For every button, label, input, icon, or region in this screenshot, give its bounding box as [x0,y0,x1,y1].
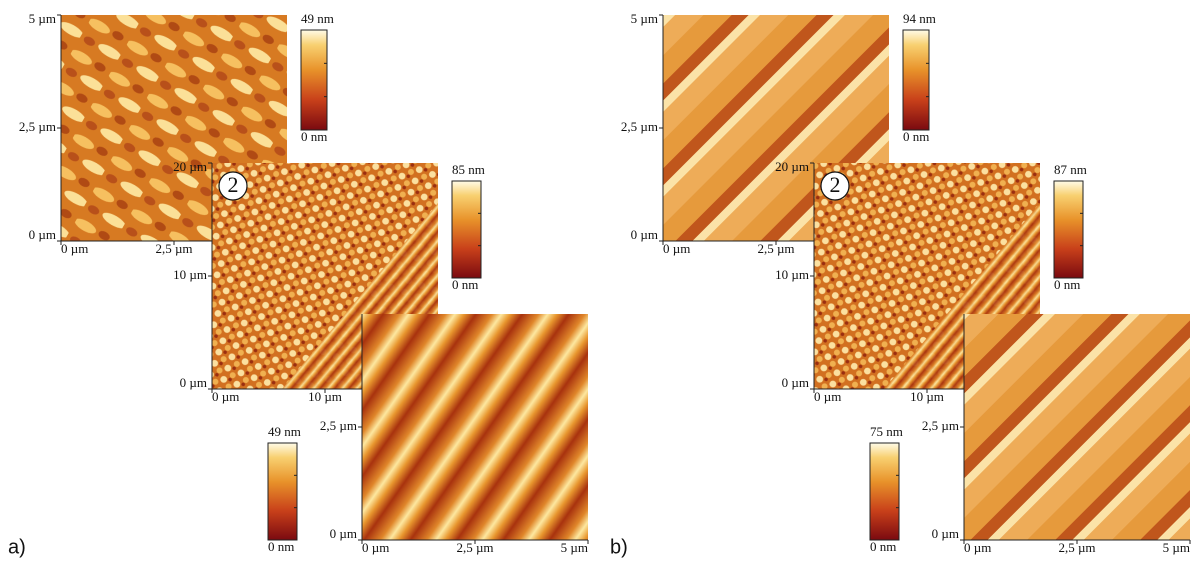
x-tick-label: 10 µm [910,389,944,404]
colorbar-min: 0 nm [1054,277,1080,292]
colorbar-min: 0 nm [301,129,327,144]
y-tick-label: 2,5 µm [19,119,56,134]
y-tick-label: 2,5 µm [320,418,357,433]
colorbar-max: 49 nm [268,424,301,439]
colorbar-min: 0 nm [870,539,896,554]
x-tick-label: 2,5 µm [757,241,794,256]
y-tick-label: 0 µm [180,375,207,390]
colorbar-max: 49 nm [301,11,334,26]
colorbar-min: 0 nm [903,129,929,144]
colorbar-min: 0 nm [452,277,478,292]
x-tick-label: 2,5 µm [456,540,493,555]
y-tick-label: 0 µm [932,526,959,541]
y-tick-label: 5 µm [29,11,56,26]
colorbar-max: 75 nm [870,424,903,439]
colorbar-max: 94 nm [903,11,936,26]
colorbar-min: 0 nm [268,539,294,554]
x-tick-label: 2,5 µm [155,241,192,256]
x-tick-label: 5 µm [1163,540,1190,555]
x-tick-label: 0 µm [814,389,841,404]
y-tick-label: 10 µm [173,267,207,282]
y-tick-label: 0 µm [330,526,357,541]
colorbar [452,181,481,278]
colorbar-max: 85 nm [452,162,485,177]
x-tick-label: 0 µm [212,389,239,404]
colorbar [870,443,899,540]
panel-label: b) [610,536,628,558]
y-tick-label: 10 µm [775,267,809,282]
y-tick-label: 0 µm [29,227,56,242]
y-tick-label: 2,5 µm [621,119,658,134]
region-marker-label: 2 [228,172,239,197]
y-tick-label: 20 µm [173,159,207,174]
colorbar-max: 87 nm [1054,162,1087,177]
y-tick-label: 20 µm [775,159,809,174]
y-tick-label: 5 µm [631,11,658,26]
x-tick-label: 10 µm [308,389,342,404]
y-tick-label: 2,5 µm [922,418,959,433]
colorbar [1054,181,1083,278]
region-marker-label: 2 [830,172,841,197]
figure: a)5 µm2,5 µm0 µm0 µm2,5 µm49 nm0 nm20 µm… [0,0,1199,562]
x-tick-label: 5 µm [561,540,588,555]
afm-image [964,314,1190,540]
panel-label: a) [8,536,26,558]
x-tick-label: 0 µm [362,540,389,555]
colorbar [268,443,297,540]
y-tick-label: 0 µm [631,227,658,242]
afm-image [362,314,588,540]
x-tick-label: 2,5 µm [1058,540,1095,555]
x-tick-label: 0 µm [663,241,690,256]
colorbar [903,30,929,130]
x-tick-label: 0 µm [964,540,991,555]
colorbar [301,30,327,130]
y-tick-label: 0 µm [782,375,809,390]
x-tick-label: 0 µm [61,241,88,256]
